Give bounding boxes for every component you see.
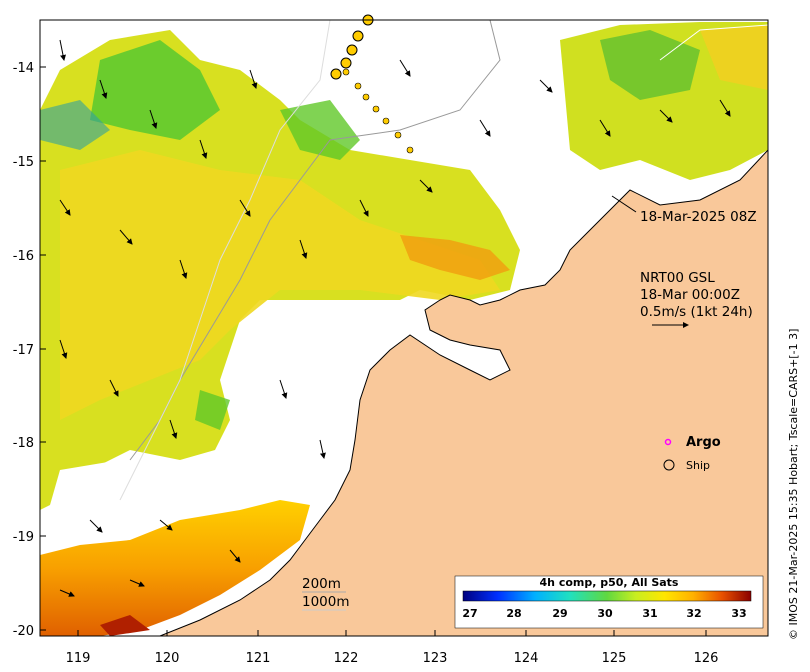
depth-legend: 200m 1000m (302, 576, 350, 611)
colorbar-tick: 30 (597, 607, 613, 620)
contour-200-label: 200m (302, 576, 341, 592)
y-tick-label: -15 (13, 155, 34, 170)
contour-1000m (119, 19, 331, 501)
colorbar-tick: 31 (642, 607, 657, 620)
colorbar-tick: 28 (506, 607, 521, 620)
current-vectors (59, 39, 731, 597)
timestamp-pointer (611, 195, 637, 213)
ship-marker (663, 459, 675, 471)
colorbar-title: 4h comp, p50, All Sats (540, 576, 679, 589)
y-tick-label: -19 (13, 530, 34, 545)
colorbar-tick: 29 (552, 607, 567, 620)
plot-area (39, 14, 769, 637)
contour-1000m-east (659, 24, 769, 61)
x-tick-label: 121 (246, 651, 271, 666)
land-mass (159, 148, 769, 637)
sst-field (40, 22, 768, 636)
y-tick-label: -16 (13, 249, 34, 264)
colorbar-gradient (462, 590, 752, 602)
colorbar-tick: 32 (686, 607, 701, 620)
credit-text: © IMOS 21-Mar-2025 15:35 Hobart; Tscale=… (787, 329, 800, 640)
y-tick-label: -20 (13, 624, 34, 639)
ship-track (330, 14, 414, 154)
symbol-legend: Argo Ship (663, 435, 721, 472)
timestamp-label: 18-Mar-2025 08Z (640, 209, 757, 225)
x-tick-label: 123 (423, 651, 448, 666)
x-tick-label: 124 (514, 651, 539, 666)
x-tick-label: 119 (66, 651, 91, 666)
argo-marker (664, 438, 672, 446)
x-tick-label: 122 (334, 651, 359, 666)
argo-label: Argo (686, 435, 721, 450)
x-tick-label: 120 (155, 651, 180, 666)
x-axis: 119 120 121 122 123 124 125 126 (66, 630, 719, 666)
ship-label: Ship (686, 459, 710, 472)
y-tick-label: -18 (13, 436, 34, 451)
colorbar: 4h comp, p50, All Sats 27 28 29 30 31 32… (454, 575, 764, 629)
current-title: NRT00 GSL (640, 270, 715, 286)
colorbar-tick: 33 (731, 607, 746, 620)
y-tick-label: -14 (13, 61, 34, 76)
x-tick-label: 125 (602, 651, 627, 666)
current-scale: 0.5m/s (1kt 24h) (640, 304, 753, 320)
y-axis: -14 -15 -16 -17 -18 -19 -20 (13, 61, 46, 639)
colorbar-tick: 27 (462, 607, 477, 620)
x-tick-label: 126 (694, 651, 719, 666)
current-time: 18-Mar 00:00Z (640, 287, 740, 303)
y-tick-label: -17 (13, 343, 34, 358)
contour-1000-label: 1000m (302, 594, 350, 610)
